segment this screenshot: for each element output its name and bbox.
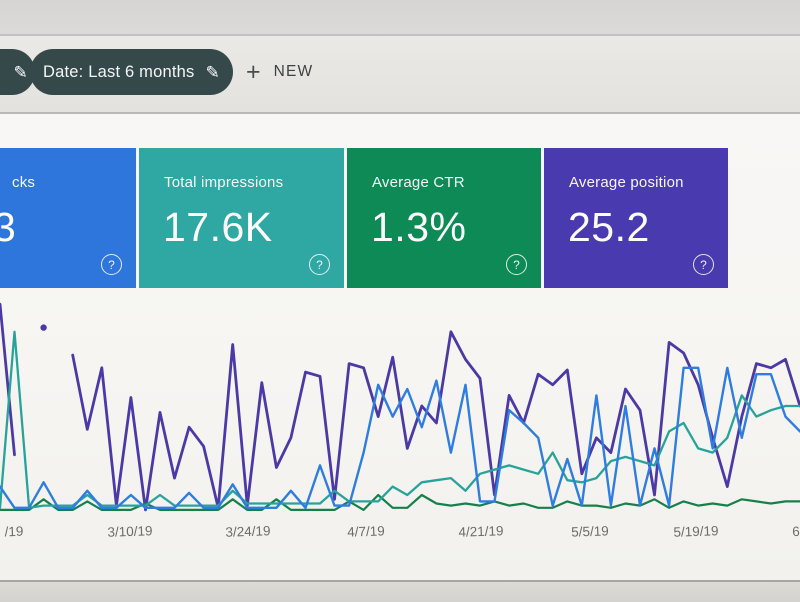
average-position-card[interactable]: Average position 25.2 ? [544,148,728,288]
card-label: Average position [569,174,684,191]
question-mark-glyph: ? [700,257,707,272]
card-value: 25.2 [568,204,650,250]
help-icon[interactable]: ? [693,254,714,275]
help-icon[interactable]: ? [101,254,122,275]
x-tick-label: 5/5/19 [571,523,610,540]
help-icon[interactable]: ? [309,254,330,275]
new-filter-button[interactable]: + NEW [238,49,321,95]
chart-line-position [0,302,16,457]
metric-cards: cks 3 ? Total impressions 17.6K ? Averag… [0,148,800,288]
help-icon[interactable]: ? [506,254,527,275]
x-tick-label: 5/19/19 [673,523,719,540]
date-filter-label: Date: Last 6 months [43,62,195,81]
chart-line-ctr [0,493,800,511]
average-ctr-card[interactable]: Average CTR 1.3% ? [347,148,541,288]
chart-line-position [71,330,800,512]
x-tick-label: 4/7/19 [346,523,385,540]
x-tick-label: /19 [4,523,25,540]
chart-lines [0,302,800,512]
plus-icon: + [246,57,261,86]
pencil-icon: ✎ [205,62,220,82]
question-mark-glyph: ? [108,257,115,272]
monitor-bottom-edge [0,580,800,602]
content-panel: cks 3 ? Total impressions 17.6K ? Averag… [0,114,800,580]
chart-x-axis: /19 3/10/19 3/24/19 4/7/19 4/21/19 5/5/19 5/19… [0,518,800,552]
card-value: 1.3% [371,204,467,250]
pencil-icon: ✎ [13,62,28,82]
question-mark-glyph: ? [316,257,323,272]
search-type-filter-pill-clipped[interactable]: ✎ [0,49,35,95]
card-value: 3 [0,204,17,250]
x-tick-label: 3/10/19 [106,523,153,540]
toolbar: ✎ Date: Last 6 months ✎ + NEW [0,36,800,114]
x-tick-label: 3/24/19 [225,523,271,540]
card-label: Average CTR [372,174,465,191]
chart-dot-position [40,324,47,331]
card-label: Total impressions [164,174,284,191]
chart-line-impressions [0,330,800,509]
new-filter-label: NEW [273,63,314,80]
total-clicks-card[interactable]: cks 3 ? [0,148,136,288]
chart-line-clicks [0,366,800,510]
x-tick-label: 4/21/19 [458,523,504,540]
total-impressions-card[interactable]: Total impressions 17.6K ? [139,148,344,288]
card-value: 17.6K [163,204,273,250]
question-mark-glyph: ? [513,257,520,272]
date-filter-pill[interactable]: Date: Last 6 months ✎ [30,49,233,95]
performance-chart[interactable]: /19 3/10/19 3/24/19 4/7/19 4/21/19 5/5/19 5/19… [0,300,800,580]
monitor-top-edge [0,0,800,36]
card-label: cks [12,174,36,191]
x-tick-label: 6 [791,523,800,540]
